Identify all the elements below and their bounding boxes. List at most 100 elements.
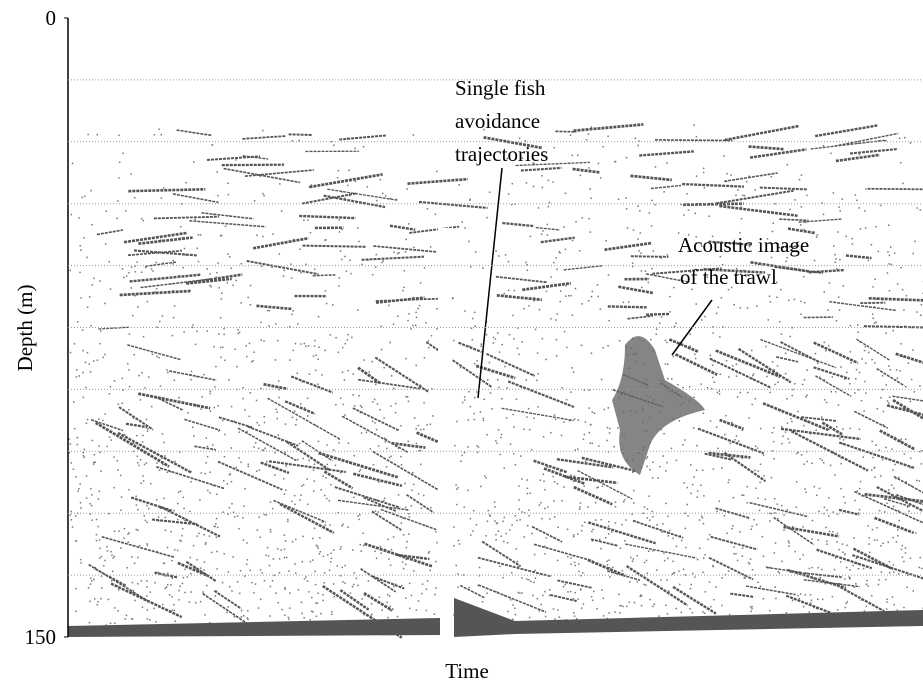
fish-trace (502, 408, 574, 420)
echo-speck (854, 392, 856, 394)
echo-speck (810, 594, 812, 596)
echo-speck (401, 522, 403, 524)
echo-speck (886, 503, 888, 505)
echo-speck (119, 162, 121, 164)
echo-speck (86, 497, 88, 499)
echo-speck (540, 604, 542, 606)
echo-speck (834, 474, 836, 476)
echo-speck (330, 553, 332, 555)
echo-speck (607, 427, 609, 429)
echo-speck (76, 369, 78, 371)
echo-speck (124, 618, 126, 620)
echo-speck (801, 174, 803, 176)
echo-speck (505, 254, 507, 256)
echo-speck (470, 534, 472, 536)
fish-trace (302, 193, 357, 203)
echo-speck (787, 164, 789, 166)
echo-speck (609, 428, 611, 430)
echo-speck (223, 334, 225, 336)
echo-speck (857, 331, 859, 333)
echo-speck (550, 432, 552, 434)
echo-speck (231, 406, 233, 408)
echo-speck (652, 462, 654, 464)
echo-speck (559, 252, 561, 254)
echo-speck (751, 350, 753, 352)
echo-speck (407, 441, 409, 443)
echo-speck (608, 320, 610, 322)
echo-speck (572, 240, 574, 242)
echo-speck (694, 576, 696, 578)
echo-speck (668, 535, 670, 537)
echo-speck (676, 460, 678, 462)
echo-speck (871, 470, 873, 472)
echo-speck (886, 601, 888, 603)
echo-speck (137, 530, 139, 532)
echo-speck (512, 604, 514, 606)
echo-speck (557, 609, 559, 611)
echo-speck (523, 429, 525, 431)
echo-speck (230, 473, 232, 475)
echo-speck (900, 267, 902, 269)
echo-speck (97, 604, 99, 606)
echo-speck (383, 367, 385, 369)
echo-speck (799, 179, 801, 181)
echo-speck (796, 507, 798, 509)
echo-speck (138, 375, 140, 377)
echo-speck (879, 510, 881, 512)
echo-speck (800, 301, 802, 303)
echo-speck (685, 574, 687, 576)
echo-speck (164, 455, 166, 457)
echo-speck (838, 206, 840, 208)
fish-trace (853, 549, 893, 570)
echo-speck (587, 506, 589, 508)
echo-speck (892, 469, 894, 471)
echo-speck (774, 512, 776, 514)
echo-speck (646, 572, 648, 574)
echo-speck (482, 601, 484, 603)
echo-speck (281, 210, 283, 212)
echo-speck (859, 429, 861, 431)
fish-trace (591, 539, 617, 545)
echo-speck (277, 548, 279, 550)
echo-speck (659, 466, 661, 468)
echo-speck (315, 584, 317, 586)
echo-speck (889, 255, 891, 256)
echo-speck (517, 561, 519, 563)
echo-speck (603, 598, 605, 600)
fish-trace (627, 566, 688, 605)
echo-speck (863, 568, 865, 570)
echo-speck (298, 589, 300, 591)
echo-speck (205, 542, 207, 544)
echo-speck (118, 403, 120, 405)
echo-speck (248, 464, 250, 466)
echo-speck (655, 334, 657, 336)
echo-speck (354, 405, 356, 407)
echo-speck (435, 587, 437, 589)
echo-speck (651, 225, 653, 227)
echo-speck (464, 452, 466, 454)
echo-speck (533, 186, 535, 188)
echo-speck (101, 556, 103, 558)
echo-speck (712, 566, 714, 568)
echo-speck (222, 511, 224, 513)
echo-speck (229, 507, 231, 509)
echo-speck (167, 472, 169, 474)
echo-speck (872, 318, 874, 320)
echo-speck (126, 615, 128, 617)
echo-speck (602, 485, 604, 487)
echo-speck (137, 583, 139, 585)
echo-speck (554, 481, 556, 483)
echo-speck (136, 261, 138, 263)
echo-speck (398, 494, 400, 496)
echo-speck (880, 205, 882, 207)
echo-speck (134, 354, 136, 356)
echo-speck (893, 604, 895, 606)
echo-speck (141, 218, 143, 220)
echo-speck (802, 526, 804, 528)
echo-speck (772, 361, 774, 363)
echo-speck (568, 295, 570, 297)
echo-speck (386, 466, 388, 468)
echo-speck (405, 251, 407, 253)
echo-speck (902, 183, 904, 185)
echo-speck (125, 210, 127, 212)
